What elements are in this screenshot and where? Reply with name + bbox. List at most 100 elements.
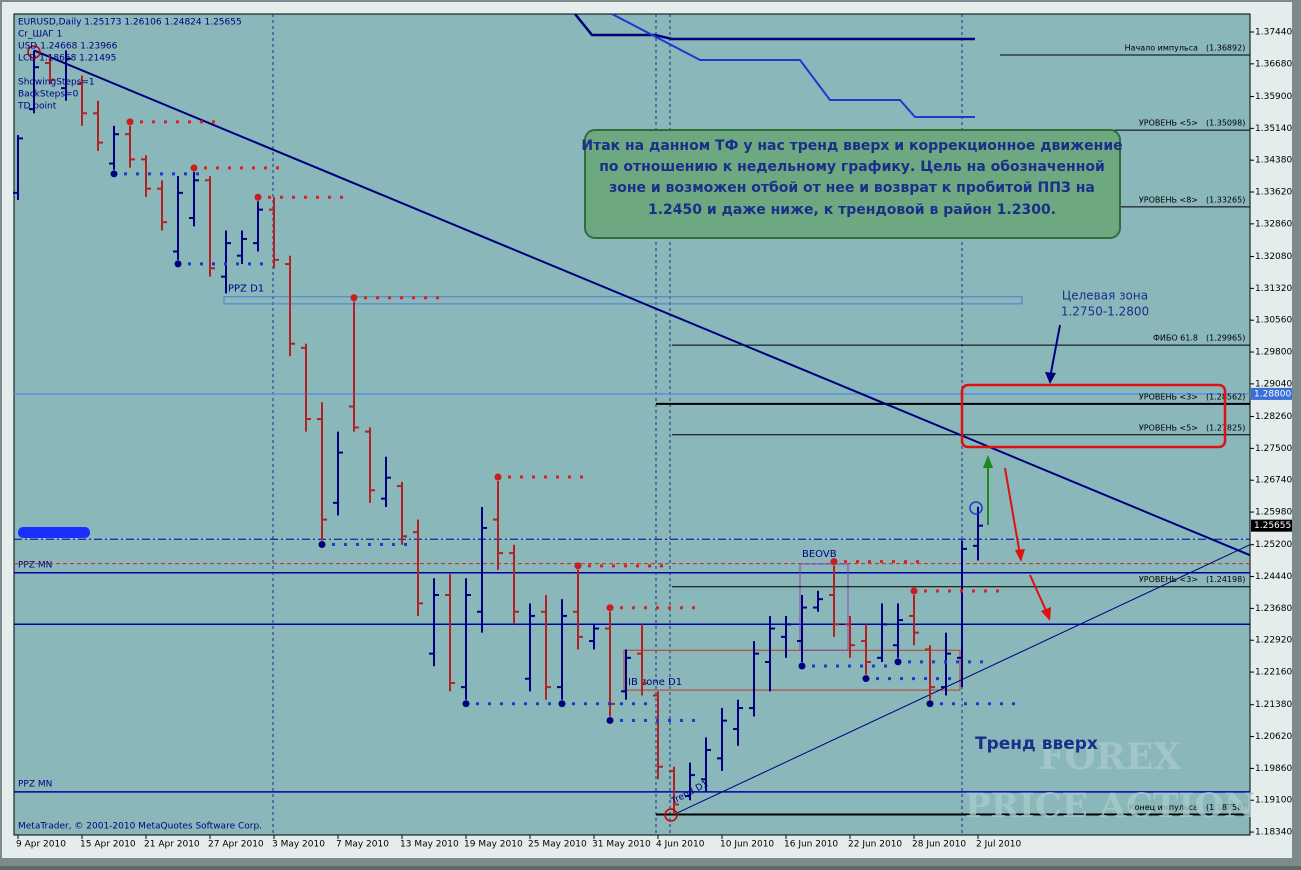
indicator-text: LCD 1.18658 1.21495 xyxy=(18,54,116,64)
y-tick-label: 1.26740 xyxy=(1255,476,1292,486)
fractal-up xyxy=(830,558,838,566)
copyright: MetaTrader, © 2001-2010 MetaQuotes Softw… xyxy=(18,822,262,832)
y-tick-label: 1.28260 xyxy=(1255,412,1292,422)
price-badge xyxy=(1251,519,1292,532)
y-tick-label: 1.23680 xyxy=(1255,604,1292,614)
weekly-line xyxy=(611,13,975,118)
y-tick-label: 1.27500 xyxy=(1255,444,1292,454)
target-box xyxy=(960,383,1227,449)
x-tick-label: 3 May 2010 xyxy=(272,840,325,850)
y-tick-label: 1.29040 xyxy=(1255,379,1292,389)
comment-line: Итак на данном ТФ у нас тренд вверх и ко… xyxy=(581,138,1122,154)
zone xyxy=(223,296,1023,305)
y-tick-label: 1.35900 xyxy=(1255,92,1292,102)
fractal-down xyxy=(318,541,326,549)
h-line-label: PPZ MN xyxy=(18,779,52,789)
comment-line: 1.2450 и даже ниже, к трендовой в район … xyxy=(648,202,1056,218)
fractal-down xyxy=(606,716,614,724)
weekly-line xyxy=(574,13,975,41)
fractal-down xyxy=(926,700,934,708)
fractal-down xyxy=(174,260,182,268)
arrows xyxy=(983,324,1061,621)
fractal-down xyxy=(462,700,470,708)
fractal-up xyxy=(494,473,502,481)
x-tick-label: 10 Jun 2010 xyxy=(720,840,774,850)
y-tick-label: 1.30560 xyxy=(1255,316,1292,326)
blob xyxy=(18,527,90,538)
header: EURUSD,Daily 1.25173 1.26106 1.24824 1.2… xyxy=(18,18,242,28)
arrowhead xyxy=(1045,372,1056,384)
x-tick-label: 22 Jun 2010 xyxy=(848,840,902,850)
h-line-label: PPZ MN xyxy=(18,560,52,570)
arrow xyxy=(1029,574,1049,616)
price-badge xyxy=(1251,387,1292,400)
fractal-up xyxy=(350,294,358,302)
chart-layer: 1.37440 1.36680 1.35900 1.35140 1.34380 1.336… xyxy=(13,28,1292,850)
fractal-up xyxy=(126,118,134,126)
y-tick-label: 1.21380 xyxy=(1255,700,1292,710)
x-tick-label: 31 May 2010 xyxy=(592,840,651,850)
indicator-text: TD point xyxy=(17,102,57,112)
zone-label: PPZ D1 xyxy=(228,284,264,295)
watermark: PRICE ACTION xyxy=(965,786,1255,826)
zone-label: IB zone D1 xyxy=(628,677,682,688)
fractal-up xyxy=(574,562,582,570)
marker-circle xyxy=(664,808,678,822)
arrowhead xyxy=(1015,549,1025,562)
comment-line: зоне и возможен отбой от нее и возврат к… xyxy=(609,180,1095,196)
y-tick-label: 1.20620 xyxy=(1255,732,1292,742)
indicator-text: Cr_ШАГ 1 xyxy=(18,30,62,40)
x-tick-label: 21 Apr 2010 xyxy=(144,840,200,850)
fractal-down xyxy=(894,658,902,666)
y-tick-label: 1.18340 xyxy=(1255,828,1292,838)
zone xyxy=(799,563,849,651)
arrow xyxy=(1049,324,1061,379)
marker-circle xyxy=(27,45,41,59)
level-name: ФИБО 61.8 xyxy=(1153,334,1198,343)
y-tick-label: 1.31320 xyxy=(1255,284,1292,294)
target-label: 1.2750-1.2800 xyxy=(1061,305,1149,319)
price-badge-label: 1.28800 xyxy=(1254,389,1291,399)
y-tick-label: 1.22920 xyxy=(1255,636,1292,646)
trend-line xyxy=(33,49,1251,557)
y-tick-label: 1.19860 xyxy=(1255,764,1292,774)
zone xyxy=(623,649,961,691)
comment-box xyxy=(584,129,1121,239)
marker-circle xyxy=(969,501,983,515)
trend-label: Тренд вверх xyxy=(975,734,1098,754)
x-tick-label: 28 Jun 2010 xyxy=(912,840,966,850)
y-tick-label: 1.32860 xyxy=(1255,219,1292,229)
y-tick-label: 1.32080 xyxy=(1255,252,1292,262)
indicator-text: ShowingSteps=1 xyxy=(18,78,95,88)
level-name: УРОВЕНЬ <8> xyxy=(1139,195,1198,204)
zone-label: BEOVB xyxy=(802,549,837,560)
x-tick-label: 15 Apr 2010 xyxy=(80,840,136,850)
y-tick-label: 1.19100 xyxy=(1255,796,1292,806)
x-tick-label: 13 May 2010 xyxy=(400,840,459,850)
fractal-down xyxy=(558,700,566,708)
x-tick-label: 16 Jun 2010 xyxy=(784,840,838,850)
indicator-text: USD 1.24668 1.23966 xyxy=(18,42,118,52)
x-tick-label: 9 Apr 2010 xyxy=(16,840,66,850)
level-value: (1.35098) xyxy=(1206,119,1245,128)
y-tick-label: 1.24440 xyxy=(1255,572,1292,582)
y-tick-label: 1.36680 xyxy=(1255,59,1292,69)
x-tick-label: 2 Jul 2010 xyxy=(976,840,1021,850)
y-tick-label: 1.33620 xyxy=(1255,188,1292,198)
level-value: (1.29965) xyxy=(1206,334,1245,343)
x-tick-label: 4 Jun 2010 xyxy=(656,840,705,850)
x-tick-label: 25 May 2010 xyxy=(528,840,587,850)
y-tick-label: 1.34380 xyxy=(1255,156,1292,166)
arrowhead xyxy=(983,455,993,468)
level-name: УРОВЕНЬ <5> xyxy=(1139,423,1198,432)
level-name: Начало импульса xyxy=(1125,43,1199,52)
level-name: УРОВЕНЬ <3> xyxy=(1139,575,1198,584)
y-tick-label: 1.37440 xyxy=(1255,28,1292,38)
level-name: УРОВЕНЬ <5> xyxy=(1139,119,1198,128)
fractal-up xyxy=(190,164,198,172)
fractal-up xyxy=(254,193,262,201)
indicator-text: BackSteps=0 xyxy=(18,90,79,100)
level-value: (1.36892) xyxy=(1206,43,1245,52)
